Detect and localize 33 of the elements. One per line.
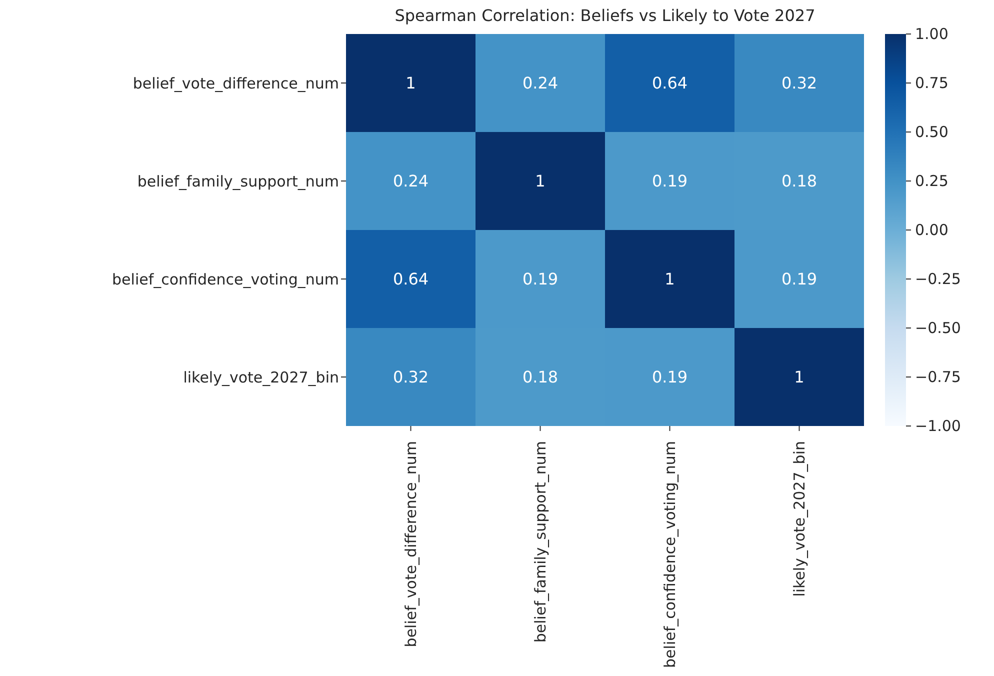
color-bar-label: −0.75 <box>915 368 961 386</box>
data-label: 0.24 <box>522 74 558 92</box>
data-label: 1 <box>664 270 675 288</box>
data-label: 0.19 <box>522 270 558 288</box>
x-tick-label: belief_family_support_num <box>531 441 550 643</box>
data-label: 0.19 <box>781 270 818 288</box>
color-bar-label: −0.25 <box>915 270 961 288</box>
color-bar-label: −0.50 <box>915 319 961 337</box>
data-label: 0.18 <box>522 368 558 386</box>
data-label: 0.24 <box>392 172 429 190</box>
color-bar-label: 0.75 <box>915 74 948 92</box>
data-label: 0.64 <box>392 270 429 288</box>
chart-title: Spearman Correlation: Beliefs vs Likely to Vote 2027 <box>394 6 816 25</box>
data-label: 1 <box>406 74 416 92</box>
data-label: 1 <box>535 172 546 190</box>
data-label: 0.18 <box>781 172 818 190</box>
data-label: 1 <box>794 368 804 386</box>
y-tick-label: likely_vote_2027_bin <box>183 368 339 386</box>
y-tick-label: belief_vote_difference_num <box>132 74 339 92</box>
data-label: 0.64 <box>652 74 688 92</box>
x-tick-label: likely_vote_2027_bin <box>790 441 808 597</box>
data-label: 0.19 <box>652 368 688 386</box>
y-tick-label: belief_confidence_voting_num <box>112 270 339 288</box>
color-bar-label: 0.00 <box>915 221 948 239</box>
color-bar-label: 0.50 <box>915 123 948 141</box>
data-label: 0.19 <box>652 172 688 190</box>
data-label: 0.32 <box>781 74 818 92</box>
color-bar-label: −1.00 <box>915 417 961 435</box>
color-bar-label: 1.00 <box>915 25 948 43</box>
data-label: 0.32 <box>392 368 429 386</box>
x-tick-label: belief_confidence_voting_num <box>660 441 679 668</box>
color-bar-label: 0.25 <box>915 172 948 190</box>
y-tick-label: belief_family_support_num <box>137 172 339 190</box>
